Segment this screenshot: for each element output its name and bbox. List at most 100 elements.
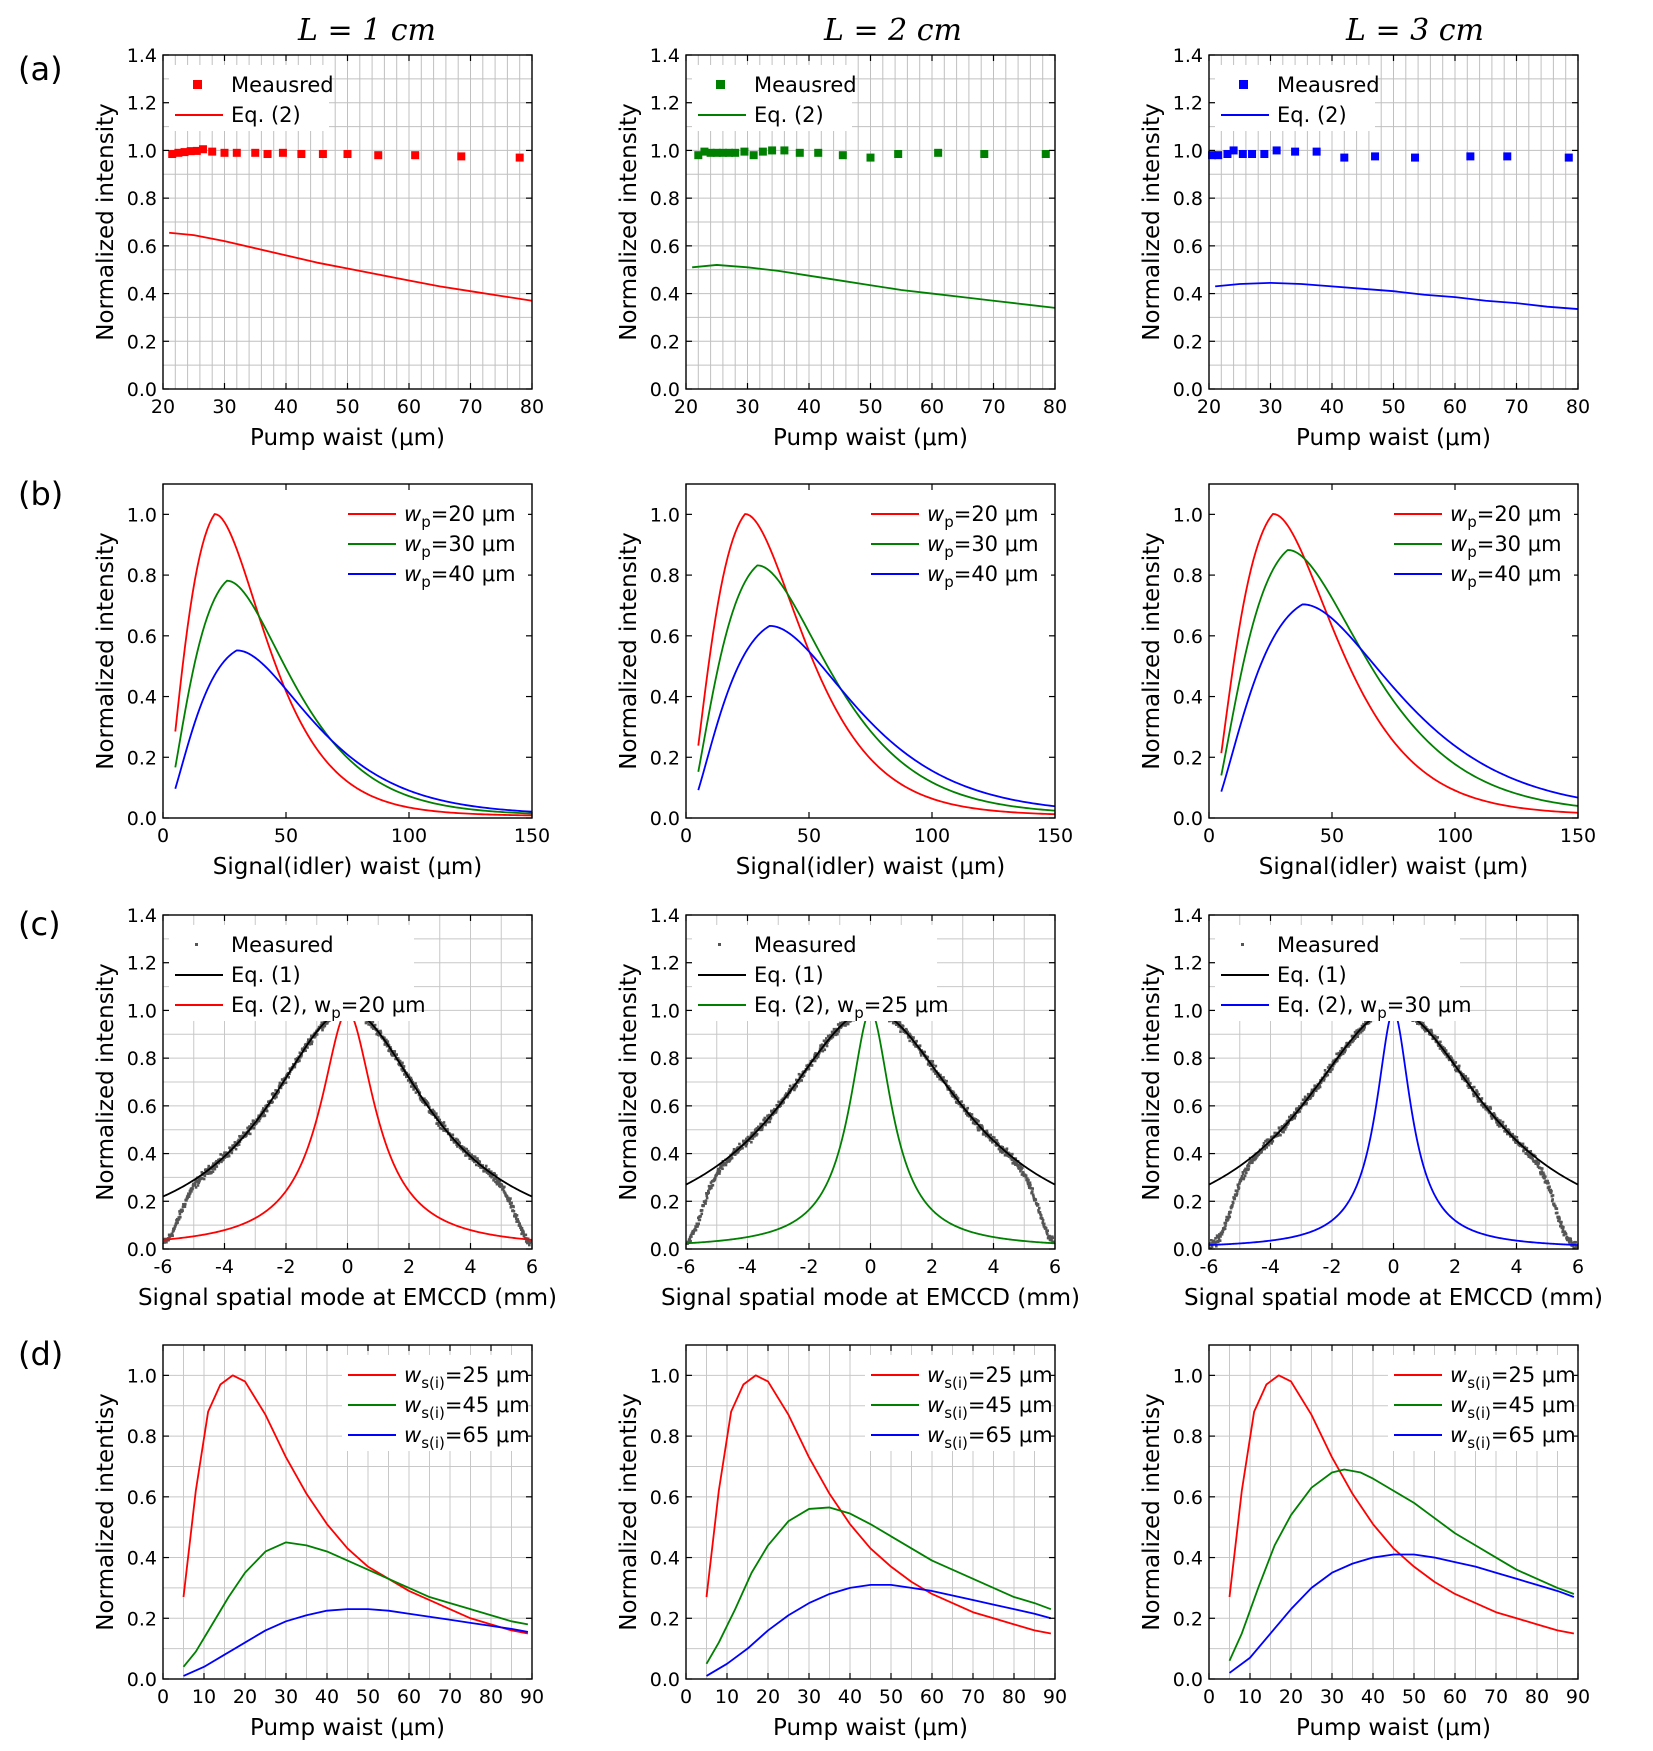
measured-dot xyxy=(1221,1230,1225,1234)
legend-label-main: w xyxy=(404,1363,422,1387)
measured-dot xyxy=(931,1060,935,1063)
measured-dot xyxy=(700,1209,704,1212)
legend-marker xyxy=(193,80,202,89)
measured-dot xyxy=(1036,1203,1040,1206)
legend-label-rest: =20 μm xyxy=(1477,502,1562,526)
measured-dot xyxy=(844,1022,848,1026)
measured-dot xyxy=(388,1047,391,1051)
x-tick-label: 150 xyxy=(1037,825,1073,847)
measured-dot xyxy=(1356,1035,1360,1038)
legend-label-rest: =20 μm xyxy=(341,993,426,1017)
measured-dot xyxy=(1566,1236,1570,1240)
measured-dot xyxy=(516,1218,520,1221)
measured-dot xyxy=(438,1118,442,1122)
y-axis-label: Normalized intentisy xyxy=(93,1393,119,1630)
measured-dot xyxy=(454,1137,458,1141)
measured-dot xyxy=(981,1125,984,1129)
measured-dot xyxy=(1572,1246,1576,1250)
measured-dot xyxy=(741,1146,744,1150)
data-marker xyxy=(198,145,207,154)
y-tick-label: 0.4 xyxy=(650,1548,680,1570)
measured-dot xyxy=(1218,1233,1222,1237)
measured-dot xyxy=(207,1169,211,1173)
measured-dot xyxy=(1533,1159,1537,1163)
measured-dot xyxy=(770,1110,774,1114)
y-tick-label: 1.2 xyxy=(1173,953,1203,975)
y-tick-label: 0.4 xyxy=(650,284,680,306)
data-marker xyxy=(1411,153,1420,162)
measured-dot xyxy=(1424,1026,1428,1029)
x-tick-label: 0 xyxy=(157,1686,169,1708)
x-tick-label: 4 xyxy=(987,1256,999,1278)
measured-dot xyxy=(713,1178,717,1181)
measured-dot xyxy=(456,1145,459,1148)
measured-dot xyxy=(1457,1067,1461,1070)
measured-dot xyxy=(1464,1074,1468,1078)
data-marker xyxy=(866,153,875,162)
measured-dot xyxy=(1051,1240,1055,1244)
measured-dot xyxy=(1574,1241,1577,1244)
row-label-a: (a) xyxy=(18,50,63,88)
measured-dot xyxy=(786,1095,789,1099)
measured-dot xyxy=(1251,1161,1254,1164)
measured-dot xyxy=(494,1174,498,1177)
measured-dot xyxy=(1317,1086,1320,1090)
measured-dot xyxy=(1286,1123,1289,1126)
measured-dot xyxy=(1430,1029,1433,1033)
x-axis-label: Signal spatial mode at EMCCD (mm) xyxy=(1184,1285,1603,1311)
data-marker xyxy=(768,146,777,155)
y-tick-label: 0.4 xyxy=(127,1548,157,1570)
measured-dot xyxy=(844,1024,847,1027)
measured-dot xyxy=(990,1138,993,1142)
measured-dot xyxy=(1046,1232,1049,1236)
legend-label-sub: p xyxy=(1467,543,1477,561)
measured-dot xyxy=(1482,1105,1486,1109)
x-axis-label: Signal(idler) waist (μm) xyxy=(213,854,483,880)
y-tick-label: 0.6 xyxy=(1173,1487,1203,1509)
data-marker xyxy=(838,151,847,160)
measured-dot xyxy=(377,1033,381,1037)
measured-dot xyxy=(1251,1158,1255,1162)
y-axis-label: Normalized intensity xyxy=(93,103,119,340)
legend-label-rest: =25 μm xyxy=(968,1363,1053,1387)
legend-label-rest: =30 μm xyxy=(1477,532,1562,556)
measured-dot xyxy=(1439,1040,1442,1044)
measured-dot xyxy=(813,1059,817,1063)
measured-dot xyxy=(1018,1164,1022,1167)
measured-dot xyxy=(1329,1070,1332,1074)
data-marker xyxy=(515,153,524,162)
measured-dot xyxy=(503,1185,506,1189)
measured-dot xyxy=(1562,1233,1566,1237)
measured-dot xyxy=(1369,1019,1373,1023)
measured-dot xyxy=(696,1223,700,1227)
measured-dot xyxy=(1452,1064,1456,1068)
y-axis-label: Normalized intentisy xyxy=(1139,1393,1165,1630)
measured-dot xyxy=(320,1026,323,1029)
measured-dot xyxy=(1335,1052,1338,1056)
measured-dot xyxy=(252,1126,256,1130)
measured-dot xyxy=(466,1153,469,1157)
panel-a-2: 20 30 40 50 60 70 80 0.0 0.2 0.4 0.6 0.8 1.0 1.2 1.4 Pu… xyxy=(616,45,1067,451)
measured-dot xyxy=(702,1204,705,1207)
measured-dot xyxy=(1238,1182,1241,1186)
x-tick-label: -4 xyxy=(215,1256,234,1278)
measured-dot xyxy=(898,1022,902,1026)
y-tick-label: 0.8 xyxy=(1173,1048,1203,1070)
measured-dot xyxy=(824,1039,828,1043)
measured-dot xyxy=(1485,1105,1489,1108)
panel-c-1: -6 -4 -2 0 2 4 6 0.0 0.2 0.4 0.6 0.8 1.0 1.2 1.4 Signal… xyxy=(93,905,557,1311)
measured-dot xyxy=(1568,1241,1571,1244)
measured-dot xyxy=(1293,1111,1296,1114)
measured-dot xyxy=(1424,1029,1427,1033)
measured-dot xyxy=(1260,1150,1263,1153)
measured-dot xyxy=(1493,1114,1497,1117)
measured-dot xyxy=(956,1097,960,1100)
x-tick-label: 30 xyxy=(274,1686,298,1708)
measured-dot xyxy=(1019,1169,1022,1173)
measured-dot xyxy=(512,1209,516,1213)
measured-dot xyxy=(718,1166,722,1170)
measured-dot xyxy=(704,1199,708,1202)
data-marker xyxy=(457,152,466,161)
y-tick-label: 1.0 xyxy=(127,504,157,526)
data-marker xyxy=(894,150,903,159)
